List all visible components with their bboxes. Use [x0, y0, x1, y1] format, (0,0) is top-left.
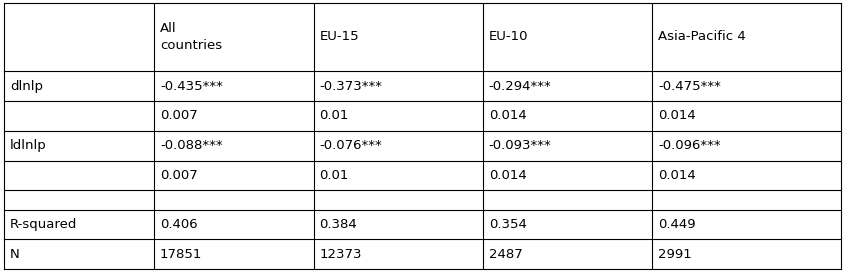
Text: 0.01: 0.01 [319, 169, 349, 182]
Text: -0.088***: -0.088*** [160, 139, 223, 152]
Text: -0.096***: -0.096*** [657, 139, 720, 152]
Text: 0.449: 0.449 [657, 218, 695, 231]
Text: 0.007: 0.007 [160, 169, 197, 182]
Text: 0.014: 0.014 [489, 169, 526, 182]
Text: 0.007: 0.007 [160, 109, 197, 122]
Text: Asia-Pacific 4: Asia-Pacific 4 [657, 30, 745, 44]
Text: 0.014: 0.014 [657, 169, 695, 182]
Text: 0.014: 0.014 [657, 109, 695, 122]
Text: ldlnlp: ldlnlp [10, 139, 46, 152]
Text: EU-10: EU-10 [489, 30, 528, 44]
Text: R-squared: R-squared [10, 218, 78, 231]
Text: -0.475***: -0.475*** [657, 80, 720, 92]
Text: 0.354: 0.354 [489, 218, 526, 231]
Text: 0.01: 0.01 [319, 109, 349, 122]
Text: 0.014: 0.014 [489, 109, 526, 122]
Text: -0.076***: -0.076*** [319, 139, 382, 152]
Text: N: N [10, 248, 20, 261]
Text: 0.406: 0.406 [160, 218, 197, 231]
Text: 2487: 2487 [489, 248, 522, 261]
Text: 2991: 2991 [657, 248, 691, 261]
Text: EU-15: EU-15 [319, 30, 359, 44]
Text: -0.093***: -0.093*** [489, 139, 551, 152]
Text: 0.384: 0.384 [319, 218, 357, 231]
Text: -0.373***: -0.373*** [319, 80, 382, 92]
Text: -0.294***: -0.294*** [489, 80, 551, 92]
Text: All
countries: All countries [160, 22, 222, 52]
Text: 17851: 17851 [160, 248, 203, 261]
Text: -0.435***: -0.435*** [160, 80, 223, 92]
Text: dlnlp: dlnlp [10, 80, 43, 92]
Text: 12373: 12373 [319, 248, 362, 261]
